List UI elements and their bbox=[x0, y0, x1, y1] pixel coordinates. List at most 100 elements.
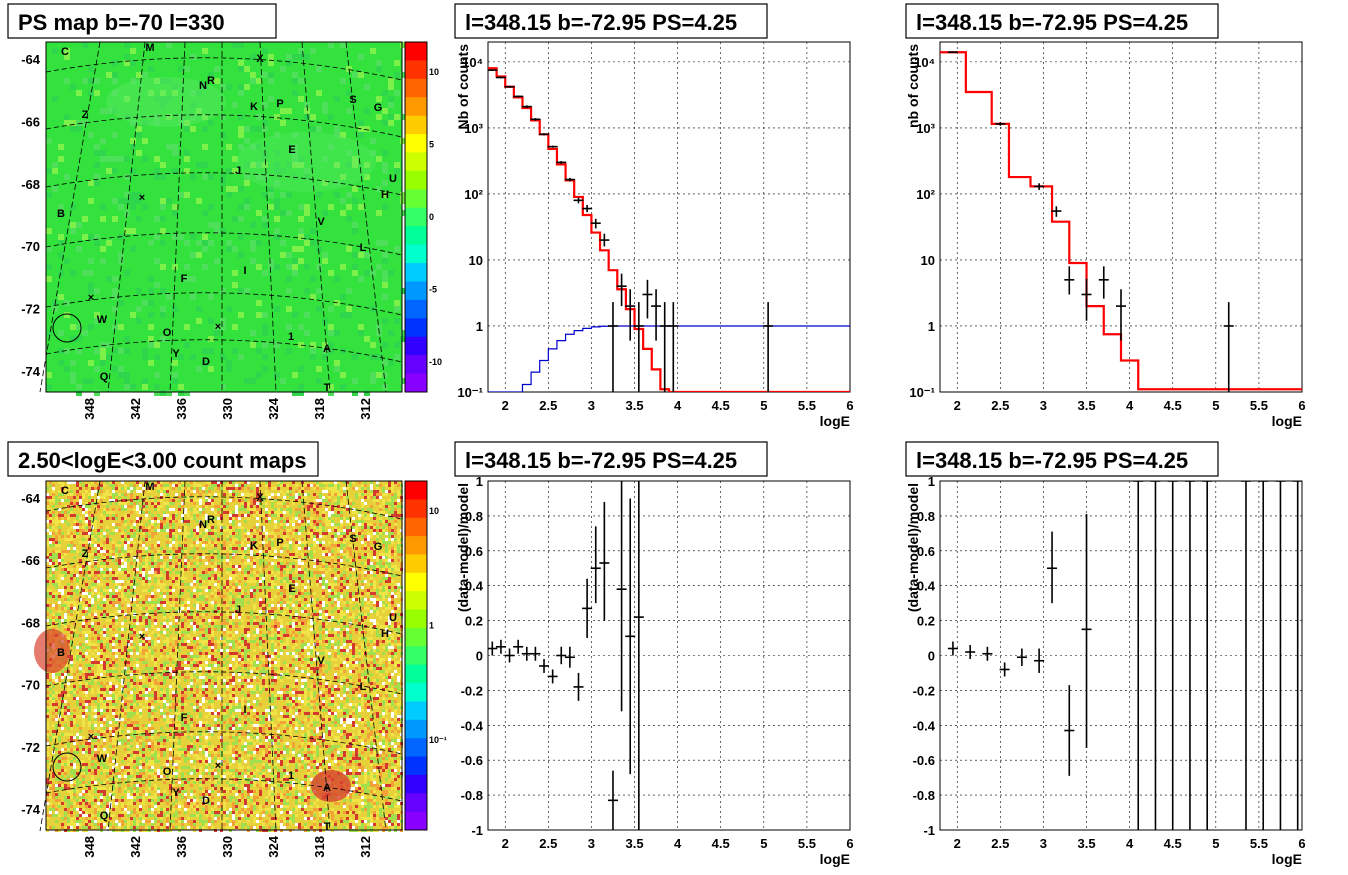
map-pixel bbox=[385, 625, 388, 628]
map-pixel bbox=[85, 535, 88, 538]
map-pixel bbox=[397, 592, 400, 595]
map-pixel bbox=[319, 583, 322, 586]
map-pixel bbox=[394, 625, 397, 628]
map-pixel bbox=[127, 580, 130, 583]
map-pixel bbox=[397, 559, 400, 562]
map-pixel bbox=[118, 592, 121, 595]
map-pixel bbox=[328, 628, 331, 631]
map-pixel bbox=[214, 330, 220, 336]
map-pixel bbox=[334, 481, 337, 484]
map-pixel bbox=[205, 640, 208, 643]
map-pixel bbox=[370, 562, 373, 565]
map-pixel bbox=[280, 378, 286, 384]
map-pixel bbox=[85, 514, 88, 517]
map-pixel bbox=[349, 574, 352, 577]
map-pixel bbox=[181, 574, 184, 577]
map-pixel bbox=[310, 595, 313, 598]
map-pixel bbox=[295, 655, 298, 658]
map-pixel bbox=[394, 532, 397, 535]
map-pixel bbox=[289, 592, 292, 595]
map-pixel bbox=[346, 658, 349, 661]
map-pixel bbox=[271, 643, 274, 646]
map-pixel bbox=[142, 565, 145, 568]
map-pixel bbox=[349, 646, 352, 649]
map-pixel bbox=[379, 562, 382, 565]
map-pixel bbox=[376, 604, 379, 607]
map-pixel bbox=[88, 282, 94, 288]
map-pixel bbox=[103, 547, 106, 550]
map-pixel bbox=[163, 610, 166, 613]
map-pixel bbox=[247, 511, 250, 514]
map-pixel bbox=[148, 300, 154, 306]
map-pixel bbox=[61, 571, 64, 574]
map-pixel bbox=[172, 526, 175, 529]
map-pixel bbox=[235, 655, 238, 658]
map-pixel bbox=[394, 547, 397, 550]
map-pixel bbox=[130, 613, 133, 616]
map-pixel bbox=[322, 496, 325, 499]
map-pixel bbox=[136, 571, 139, 574]
map-pixel bbox=[184, 499, 187, 502]
map-pixel bbox=[361, 541, 364, 544]
map-pixel bbox=[97, 547, 100, 550]
map-pixel bbox=[250, 378, 256, 384]
map-pixel bbox=[232, 640, 235, 643]
map-pixel bbox=[376, 592, 379, 595]
map-pixel bbox=[328, 550, 331, 553]
map-pixel bbox=[142, 652, 145, 655]
map-pixel bbox=[304, 658, 307, 661]
map-pixel bbox=[91, 577, 94, 580]
map-pixel bbox=[187, 562, 190, 565]
map-pixel bbox=[244, 126, 250, 132]
map-pixel bbox=[316, 583, 319, 586]
map-pixel bbox=[124, 508, 127, 511]
map-pixel bbox=[100, 520, 103, 523]
map-pixel bbox=[343, 526, 346, 529]
map-pixel bbox=[256, 643, 259, 646]
map-pixel bbox=[217, 577, 220, 580]
map-pixel bbox=[280, 601, 283, 604]
map-pixel bbox=[286, 568, 289, 571]
map-pixel bbox=[400, 336, 406, 342]
map-pixel bbox=[385, 589, 388, 592]
map-pixel bbox=[118, 607, 121, 610]
map-pixel bbox=[250, 508, 253, 511]
colorbar-label: -10 bbox=[429, 357, 442, 367]
map-pixel bbox=[319, 568, 322, 571]
map-pixel bbox=[154, 574, 157, 577]
map-pixel bbox=[259, 523, 262, 526]
map-pixel bbox=[307, 535, 310, 538]
map-pixel bbox=[190, 535, 193, 538]
map-pixel bbox=[316, 246, 322, 252]
map-pixel bbox=[271, 547, 274, 550]
map-pixel bbox=[382, 601, 385, 604]
map-pixel bbox=[259, 613, 262, 616]
map-pixel bbox=[151, 514, 154, 517]
map-pixel bbox=[154, 544, 157, 547]
source-label: N bbox=[199, 80, 207, 92]
map-pixel bbox=[391, 643, 394, 646]
map-pixel bbox=[280, 649, 283, 652]
map-pixel bbox=[151, 547, 154, 550]
map-pixel bbox=[289, 598, 292, 601]
map-pixel bbox=[310, 276, 316, 282]
map-pixel bbox=[274, 487, 277, 490]
map-pixel bbox=[244, 589, 247, 592]
map-pixel bbox=[232, 655, 235, 658]
map-pixel bbox=[394, 246, 400, 252]
map-pixel bbox=[100, 487, 103, 490]
map-pixel bbox=[307, 571, 310, 574]
map-pixel bbox=[304, 547, 307, 550]
map-pixel bbox=[226, 487, 229, 490]
map-pixel bbox=[178, 547, 181, 550]
map-pixel bbox=[88, 517, 91, 520]
map-pixel bbox=[136, 604, 139, 607]
map-pixel bbox=[127, 487, 130, 490]
map-pixel bbox=[235, 553, 238, 556]
map-pixel bbox=[352, 264, 358, 270]
map-pixel bbox=[373, 523, 376, 526]
map-pixel bbox=[331, 640, 334, 643]
map-pixel bbox=[112, 643, 115, 646]
map-pixel bbox=[235, 505, 238, 508]
map-pixel bbox=[220, 114, 226, 120]
